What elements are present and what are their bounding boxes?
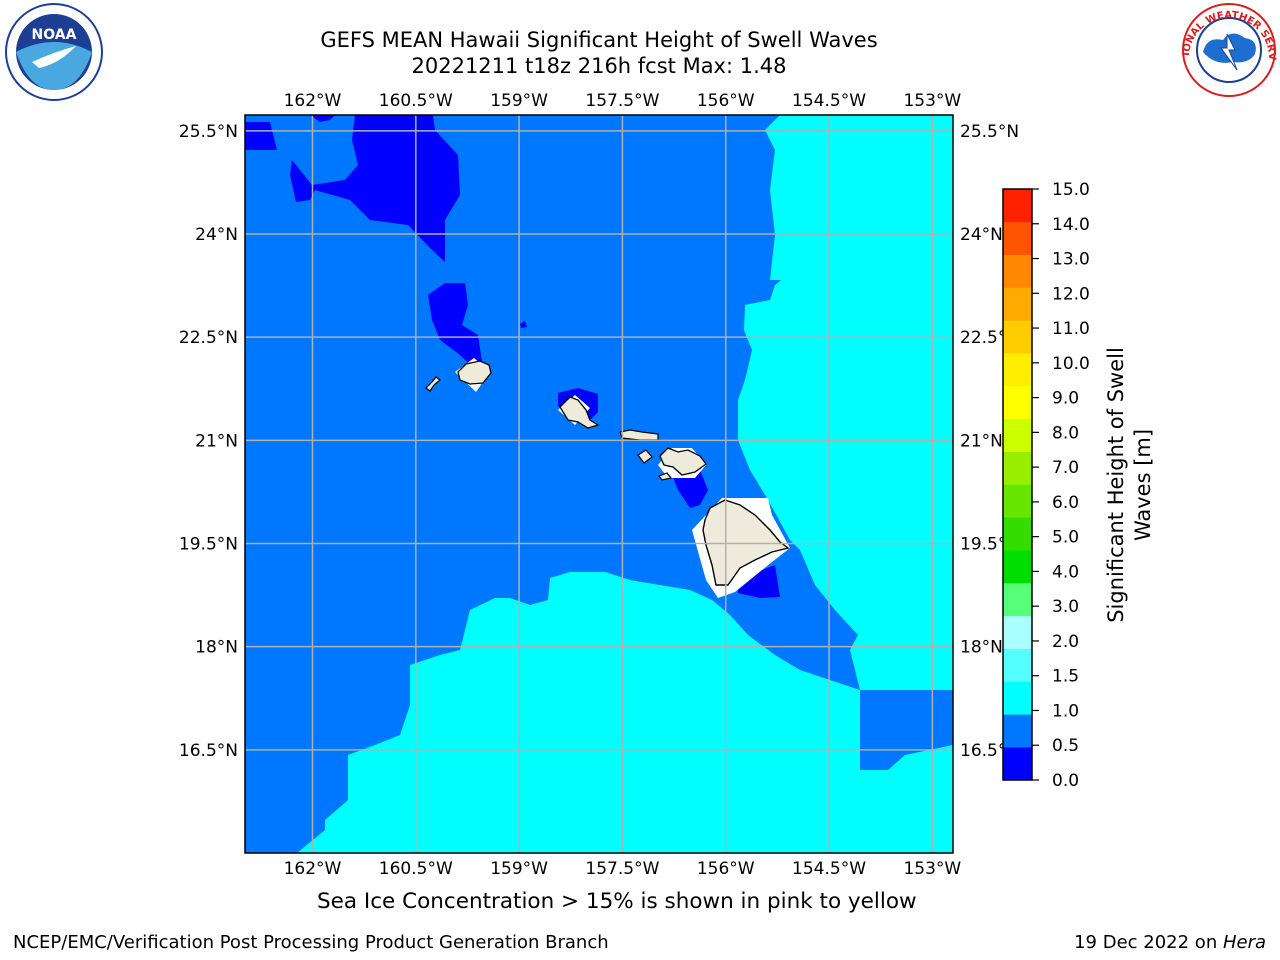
lon-label-top: 153°W [903,91,961,111]
swell-below-0.5-patch [672,470,708,508]
colorbar-label-line2: Waves [m] [1131,429,1155,541]
lon-label-bottom: 157.5°W [585,859,659,879]
noaa-logo: NOAA [4,2,104,102]
swell-below-0.5-patch [290,115,460,262]
island-oahu [559,396,600,429]
longitude-labels-top: 162°W 160.5°W 159°W 157.5°W 156°W 154.5°W 153°… [284,91,962,111]
colorbar-tick-label: 0.5 [1052,736,1079,756]
colorbar-segment [1003,583,1032,617]
footer-date: 19 Dec 2022 on Hera [1074,932,1266,953]
lon-label-bottom: 153°W [903,859,961,879]
lon-label-top: 162°W [284,91,342,111]
lon-label-top: 156°W [697,91,755,111]
map-frame [244,114,954,854]
island-kauai [457,360,492,385]
nws-logo: NATIONAL WEATHER SERVICE [1173,0,1280,100]
swell-1.0-1.5-region-south [297,572,860,853]
lon-label-top: 157.5°W [585,91,659,111]
colorbar-segment [1003,418,1032,452]
swell-below-0.5-patch [310,115,335,122]
graticule [245,115,953,853]
island-lanai [637,449,653,464]
map-title: GEFS MEAN Hawaii Significant Height of S… [320,28,878,52]
colorbar-tick-label: 15.0 [1052,180,1090,200]
map-plot-area [245,115,953,853]
colorbar-tick-label: 1.0 [1052,701,1079,721]
colorbar-segment [1003,648,1032,682]
island-niihau [425,376,441,392]
lat-label-right: 21°N [960,431,1003,451]
colorbar-segment [1003,714,1032,748]
colorbar: 0.0 0.5 1.0 1.5 2.0 3.0 4.0 5.0 6.0 7.0 8.0 9.0 10.0… [1002,180,1090,791]
colorbar-label-line1: Significant Height of Swell [1104,347,1128,623]
colorbar-tick-label: 10.0 [1052,354,1090,374]
island-maui [659,447,707,476]
colorbar-tick-label: 1.5 [1052,667,1079,687]
colorbar-segment [1003,221,1032,255]
map-subtitle: 20221211 t18z 216h fcst Max: 1.48 [411,54,787,78]
swell-1.0-1.5-region-east [738,115,953,853]
footer-host: Hera [1222,932,1266,953]
lat-label-left: 25.5°N [179,122,238,142]
lat-label-right: 24°N [960,225,1003,245]
lat-label-left: 18°N [195,638,238,658]
colorbar-segment [1003,747,1032,781]
noaa-logo-text: NOAA [32,27,77,43]
lon-label-top: 160.5°W [379,91,453,111]
island-molokai [619,429,659,441]
colorbar-segment [1003,254,1032,288]
swell-below-0.5-patch [738,565,780,598]
island-hawaii [702,499,790,586]
colorbar-segment [1003,353,1032,387]
colorbar-segment [1003,386,1032,420]
lon-label-bottom: 159°W [490,859,548,879]
colorbar-segment [1003,517,1032,551]
swell-below-0.5-patch [520,321,527,328]
colorbar-segment [1003,189,1032,223]
lat-label-right: 25.5°N [960,122,1019,142]
colorbar-tick-label: 7.0 [1052,458,1079,478]
sea-ice-caption: Sea Ice Concentration > 15% is shown in … [317,889,917,914]
lon-label-bottom: 160.5°W [379,859,453,879]
colorbar-tick-label: 11.0 [1052,319,1090,339]
colorbar-segment [1003,451,1032,485]
lat-label-right: 18°N [960,638,1003,658]
lat-label-left: 22.5°N [179,328,238,348]
colorbar-segment [1003,550,1032,584]
colorbar-tick-label: 12.0 [1052,284,1090,304]
colorbar-segment [1003,287,1032,321]
colorbar-frame [1002,188,1033,781]
lon-label-bottom: 162°W [284,859,342,879]
lon-label-top: 154.5°W [792,91,866,111]
colorbar-tick-label: 14.0 [1052,215,1090,235]
lat-label-left: 16.5°N [179,741,238,761]
lon-label-top: 159°W [490,91,548,111]
lon-label-bottom: 156°W [697,859,755,879]
colorbar-tick-label: 6.0 [1052,493,1079,513]
colorbar-tick-label: 8.0 [1052,423,1079,443]
swell-below-0.5-patch [245,122,277,150]
lat-label-left: 19.5°N [179,534,238,554]
lat-label-left: 21°N [195,431,238,451]
colorbar-segment [1003,320,1032,354]
swell-below-0.5-patch [428,283,482,365]
colorbar-segment [1003,615,1032,649]
colorbar-segment [1003,681,1032,715]
island-kahoolawe [658,472,673,481]
latitude-labels-left: 25.5°N 24°N 22.5°N 21°N 19.5°N 18°N 16.5°N [179,122,238,761]
lat-label-left: 24°N [195,225,238,245]
footer-date-text: 19 Dec 2022 on [1074,932,1223,953]
colorbar-tick-label: 9.0 [1052,389,1079,409]
footer-credit: NCEP/EMC/Verification Post Processing Pr… [13,932,609,953]
colorbar-tick-label: 3.0 [1052,597,1079,617]
longitude-labels-bottom: 162°W 160.5°W 159°W 157.5°W 156°W 154.5°W 153°… [284,859,962,879]
colorbar-tick-label: 4.0 [1052,562,1079,582]
colorbar-tick-label: 13.0 [1052,250,1090,270]
colorbar-tick-label: 0.0 [1052,771,1079,791]
colorbar-tick-label: 2.0 [1052,632,1079,652]
lon-label-bottom: 154.5°W [792,859,866,879]
colorbar-segment [1003,484,1032,518]
colorbar-tick-label: 5.0 [1052,528,1079,548]
